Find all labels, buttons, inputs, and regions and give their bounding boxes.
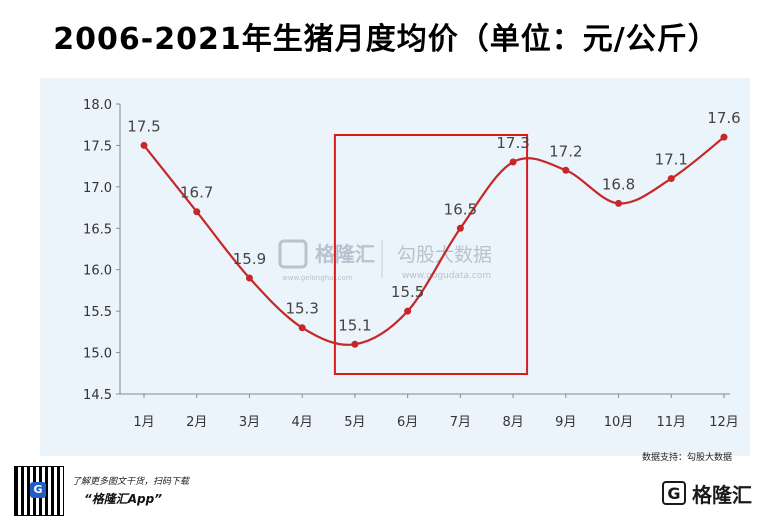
y-tick-label: 17.0 [83, 181, 112, 196]
chart-area: 格隆汇 www.gelonghui.com 勾股大数据 www.gogudata.co… [40, 78, 750, 456]
x-tick-label: 4月 [292, 415, 313, 430]
x-tick-label: 5月 [344, 415, 365, 430]
x-tick-label: 11月 [656, 415, 686, 430]
watermark-brand: 格隆汇 [315, 242, 375, 266]
watermark-brand-url: www.gelonghui.com [282, 274, 353, 282]
data-point [351, 340, 359, 348]
x-tick-label: 6月 [397, 415, 418, 430]
data-label: 17.6 [707, 109, 740, 127]
data-label: 16.8 [602, 175, 635, 193]
qr-logo-icon: G [30, 482, 46, 498]
brand-logo-icon: G [662, 481, 686, 505]
data-label: 16.7 [180, 184, 213, 202]
data-point [193, 208, 201, 216]
watermark-partner-url: www.gogudata.com [402, 271, 491, 281]
series-line [143, 136, 725, 346]
footer-logo: G 格隆汇 [662, 478, 752, 508]
line-chart: 格隆汇www.gelonghui.com勾股大数据www.gogudata.co… [83, 98, 741, 430]
data-label: 15.5 [391, 283, 424, 301]
x-tick-label: 2月 [186, 415, 207, 430]
x-tick-label: 9月 [555, 415, 576, 430]
data-label: 17.1 [655, 151, 688, 169]
data-point [140, 141, 148, 149]
y-tick-label: 16.5 [83, 222, 112, 237]
qr-code[interactable] [14, 466, 64, 516]
data-point [615, 199, 623, 207]
data-source-note: 数据支持：勾股大数据 [641, 453, 732, 463]
x-tick-label: 1月 [133, 415, 154, 430]
y-tick-label: 14.5 [83, 388, 112, 403]
data-point [456, 224, 464, 232]
data-point [245, 274, 253, 282]
data-label: 15.3 [285, 300, 318, 318]
brand-logo-text: 格隆汇 [692, 482, 752, 507]
x-tick-label: 12月 [709, 415, 739, 430]
footer-app-name: “格隆汇App” [84, 492, 162, 506]
data-label: 16.5 [444, 200, 477, 218]
data-label: 15.1 [338, 316, 371, 334]
data-point [667, 175, 675, 183]
footer-promo-text: 了解更多图文干货，扫码下载 [72, 477, 190, 487]
data-label: 17.3 [496, 134, 529, 152]
x-tick-label: 8月 [502, 415, 523, 430]
data-point [509, 158, 517, 166]
footer: G 了解更多图文干货，扫码下载 “格隆汇App” G 格隆汇 [0, 462, 772, 521]
chart-title: 2006-2021年生猪月度均价（单位：元/公斤） [53, 22, 719, 57]
data-point [298, 324, 306, 332]
data-point [562, 166, 570, 174]
x-tick-label: 7月 [450, 415, 471, 430]
x-tick-label: 3月 [239, 415, 260, 430]
data-label: 17.5 [127, 117, 160, 135]
y-tick-label: 15.5 [83, 305, 112, 320]
data-point [404, 307, 412, 315]
data-label: 15.9 [233, 250, 266, 268]
data-point [720, 133, 728, 141]
y-tick-label: 17.5 [83, 139, 112, 154]
highlight-box [333, 134, 529, 375]
watermark-logo-icon [278, 239, 308, 269]
y-tick-label: 16.0 [83, 264, 112, 279]
y-tick-label: 15.0 [83, 347, 112, 362]
data-label: 17.2 [549, 142, 582, 160]
y-tick-label: 18.0 [83, 98, 112, 113]
x-tick-label: 10月 [604, 415, 634, 430]
